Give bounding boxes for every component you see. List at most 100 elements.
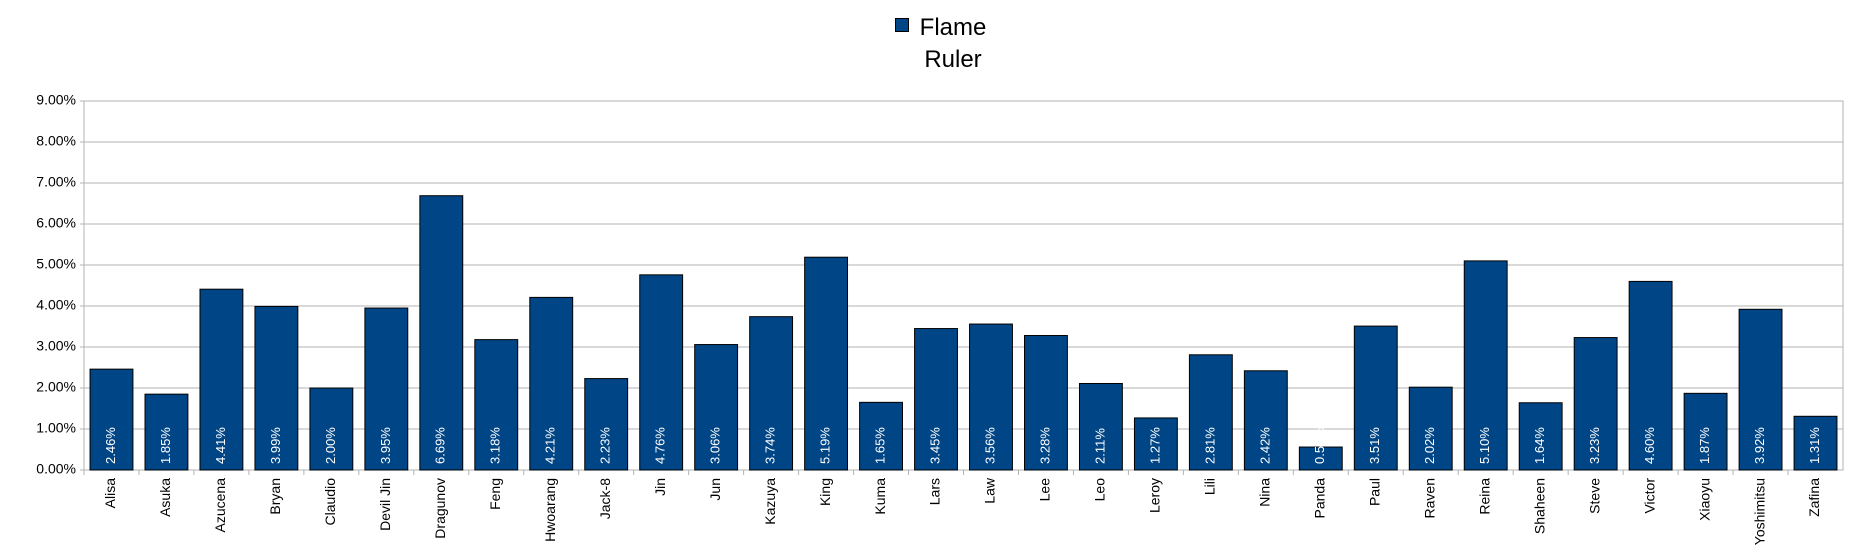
data-label: 2.23%	[598, 427, 613, 464]
data-label: 3.45%	[927, 427, 942, 464]
x-tick-label: Law	[982, 477, 998, 504]
data-label: 3.51%	[1367, 427, 1382, 464]
bar	[474, 339, 519, 471]
bar	[1628, 280, 1673, 471]
x-tick-label: Steve	[1586, 478, 1602, 514]
x-tick-label: Claudio	[322, 478, 338, 526]
data-label: 1.87%	[1697, 427, 1712, 464]
data-label: 3.74%	[763, 427, 778, 464]
data-label: 5.19%	[818, 427, 833, 464]
data-label: 3.56%	[982, 427, 997, 464]
y-tick-label: 5.00%	[36, 256, 76, 272]
x-tick-label: Lili	[1202, 478, 1218, 495]
bar	[1573, 337, 1618, 471]
bar	[89, 368, 134, 471]
data-label: 4.76%	[653, 427, 668, 464]
y-tick-label: 4.00%	[36, 297, 76, 313]
y-tick-label: 7.00%	[36, 174, 76, 190]
data-label: 3.92%	[1752, 427, 1767, 464]
x-tick-label: Kazuya	[762, 478, 778, 525]
data-label: 4.41%	[213, 427, 228, 464]
x-tick-label: Alisa	[102, 478, 118, 509]
data-label: 1.31%	[1807, 427, 1822, 464]
bar	[969, 323, 1013, 471]
y-tick-label: 6.00%	[36, 215, 76, 231]
x-tick-label: Bryan	[267, 478, 283, 515]
data-label: 2.11%	[1092, 428, 1107, 464]
x-tick-label: Zafina	[1806, 478, 1822, 517]
data-label: 4.60%	[1642, 427, 1657, 464]
bar	[639, 274, 684, 471]
bar	[1298, 446, 1343, 471]
data-label: 2.46%	[103, 427, 118, 464]
y-tick-label: 0.00%	[36, 461, 76, 477]
bar	[914, 328, 958, 471]
legend-swatch	[895, 18, 909, 32]
bar	[199, 288, 244, 471]
y-tick-label: 9.00%	[36, 92, 76, 108]
bar	[364, 307, 409, 471]
data-label: 4.21%	[543, 427, 558, 464]
data-label: 0.56%	[1312, 427, 1327, 464]
data-label: 2.00%	[323, 427, 338, 464]
x-tick-label: Feng	[487, 478, 503, 510]
data-label: 3.95%	[378, 427, 393, 464]
data-label: 3.99%	[268, 427, 283, 464]
data-label: 3.06%	[708, 427, 723, 464]
x-tick-label: Paul	[1366, 478, 1382, 506]
bar	[694, 344, 739, 471]
data-label: 3.18%	[488, 427, 503, 464]
x-tick-label: Leroy	[1147, 478, 1163, 513]
data-label: 2.81%	[1202, 427, 1217, 464]
bar	[859, 401, 903, 471]
y-tick-label: 1.00%	[36, 420, 76, 436]
bar	[254, 305, 299, 471]
data-label: 1.65%	[872, 427, 887, 464]
x-tick-label: Raven	[1421, 478, 1437, 518]
x-tick-label: Asuka	[157, 478, 173, 517]
bar	[1353, 325, 1398, 471]
bar	[144, 393, 189, 471]
legend-label: Flame Ruler	[919, 14, 987, 73]
data-label: 3.28%	[1037, 427, 1052, 464]
bar	[1463, 260, 1508, 471]
x-tick-label: Lee	[1037, 478, 1053, 502]
x-tick-label: Jin	[652, 478, 668, 496]
bar	[1683, 392, 1728, 471]
bar	[1188, 354, 1233, 471]
x-tick-label: Shaheen	[1531, 478, 1547, 534]
x-tick-label: Jun	[707, 478, 723, 501]
bar	[309, 387, 354, 471]
bar	[1024, 335, 1068, 471]
x-tick-label: Leo	[1092, 478, 1108, 502]
data-label: 1.27%	[1147, 427, 1162, 464]
x-tick-label: Nina	[1257, 478, 1273, 507]
x-tick-label: Reina	[1476, 478, 1492, 515]
x-tick-label: Panda	[1312, 478, 1328, 519]
x-tick-label: Devil Jin	[377, 478, 393, 531]
x-tick-label: Jack-8	[597, 478, 613, 519]
data-label: 2.02%	[1422, 427, 1437, 464]
data-label: 2.42%	[1257, 427, 1272, 464]
bar	[1408, 386, 1453, 471]
bar	[1738, 308, 1783, 471]
x-tick-label: Yoshimitsu	[1751, 478, 1767, 545]
x-tick-label: Kuma	[872, 478, 888, 515]
y-tick-label: 8.00%	[36, 133, 76, 149]
y-tick-label: 2.00%	[36, 379, 76, 395]
data-label: 6.69%	[433, 427, 448, 464]
bar	[1133, 417, 1178, 471]
data-label: 5.10%	[1477, 427, 1492, 464]
x-tick-label: Xiaoyu	[1696, 478, 1712, 521]
x-tick-label: Lars	[927, 478, 943, 505]
bar	[529, 296, 574, 471]
data-label: 1.85%	[158, 427, 173, 464]
bar	[749, 316, 794, 471]
data-label: 3.23%	[1587, 427, 1602, 464]
data-label: 1.64%	[1532, 427, 1547, 464]
bar	[419, 195, 464, 471]
bar	[584, 378, 629, 471]
x-tick-label: Dragunov	[432, 478, 448, 539]
